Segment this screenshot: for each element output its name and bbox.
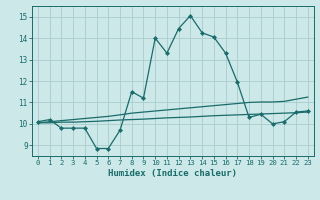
X-axis label: Humidex (Indice chaleur): Humidex (Indice chaleur): [108, 169, 237, 178]
